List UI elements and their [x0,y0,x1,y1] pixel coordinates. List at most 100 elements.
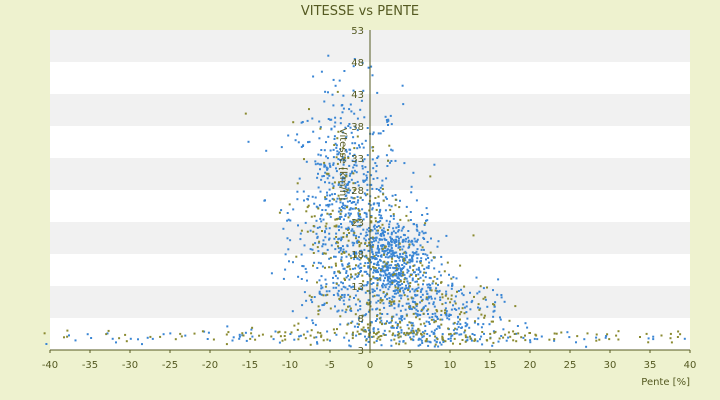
data-point [353,277,356,280]
data-point [317,261,320,264]
data-point [321,286,324,289]
data-point [454,327,457,330]
data-point [345,250,348,253]
data-point [314,160,317,163]
data-point [307,204,310,207]
data-point [447,327,450,330]
data-point [413,301,416,303]
data-point [376,251,379,254]
data-point [393,296,396,299]
data-point [418,268,421,271]
data-point [381,286,384,289]
data-point [106,332,109,335]
data-point [436,245,439,248]
data-point [352,267,354,270]
data-point [364,179,366,182]
data-point [125,340,128,343]
data-point [397,229,400,232]
data-point [660,334,663,337]
data-point [366,323,369,326]
data-point [305,210,308,213]
data-point [360,266,363,269]
data-point [419,323,422,326]
data-point [321,304,324,307]
data-point [337,217,340,220]
y-tick-label: 48 [351,58,364,69]
data-point [437,290,440,293]
data-point [480,335,483,338]
data-point [365,284,368,287]
data-point [490,320,493,323]
data-point [454,295,457,298]
data-point [404,240,407,243]
data-point [389,321,392,324]
data-point [364,343,367,346]
data-point [449,314,452,316]
data-point [408,275,411,278]
data-point [337,294,340,297]
data-point [459,264,462,267]
data-point [375,170,378,173]
data-point [463,331,466,334]
data-point [422,248,425,251]
data-point [404,287,407,290]
data-point [357,241,360,243]
data-point [340,159,343,162]
data-point [345,272,348,274]
data-point [422,312,425,315]
data-point [679,333,682,336]
data-point [365,339,368,342]
data-point [398,265,400,268]
data-point [349,207,352,210]
data-point [343,303,346,306]
data-point [396,287,399,290]
data-point [358,258,361,261]
data-point [338,216,341,219]
data-point [400,317,403,320]
data-point [364,335,366,338]
data-point [360,257,362,260]
data-point [427,286,430,289]
data-point [350,310,353,312]
data-point [387,278,389,281]
data-point [376,232,379,235]
data-point [335,156,338,159]
y-tick-label: 18 [351,250,364,261]
data-point [320,214,323,217]
data-point [324,252,327,255]
data-point [349,345,352,348]
data-point [415,287,418,290]
data-point [353,258,356,261]
data-point [386,273,389,276]
data-point [333,125,336,128]
data-point [425,219,427,222]
data-point [392,266,395,269]
data-point [500,294,503,296]
data-point [313,261,316,264]
data-point [359,196,362,199]
data-point [432,301,435,304]
data-point [325,141,327,144]
data-point [440,263,443,266]
data-point [336,277,339,280]
data-point [405,254,408,257]
data-point [383,265,386,268]
data-point [408,261,411,264]
data-point [372,330,375,333]
data-point [337,284,340,287]
data-point [409,258,412,261]
data-point [375,277,378,280]
data-point [404,308,407,311]
data-point [348,284,351,287]
data-point [331,209,334,212]
data-point [396,325,399,328]
data-point [377,155,380,158]
data-point [433,305,436,308]
data-point [403,259,406,262]
data-point [412,269,415,272]
data-point [345,174,348,177]
data-point [368,332,371,335]
data-point [146,336,149,339]
data-point [426,213,429,215]
